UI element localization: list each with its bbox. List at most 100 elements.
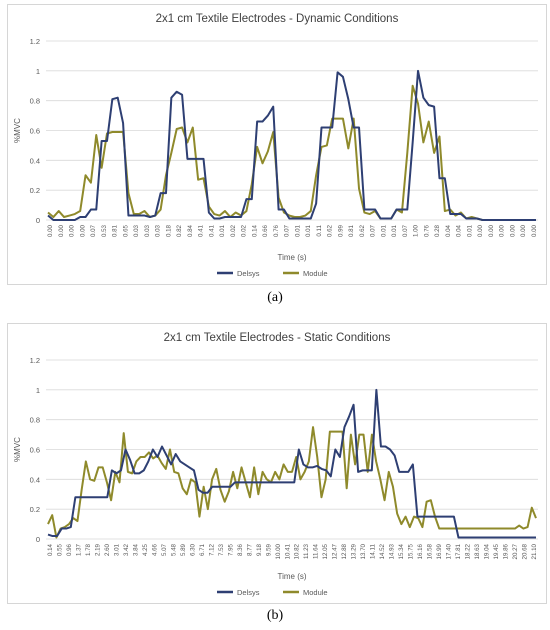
x-tick-label: 8.36 — [237, 543, 244, 556]
x-tick-label: 9.18 — [256, 543, 263, 556]
y-tick-label: 0 — [36, 216, 40, 225]
x-tick-label: 16.58 — [427, 543, 434, 559]
x-tick-label: 0.00 — [520, 224, 527, 237]
chart-dynamic-svg: 2x1 cm Textile Electrodes - Dynamic Cond… — [13, 13, 538, 278]
x-tick-label: 0.07 — [402, 224, 409, 237]
x-tick-label: 0.04 — [456, 224, 463, 237]
x-axis-label: Time (s) — [277, 253, 306, 262]
y-tick-label: 1 — [36, 67, 40, 76]
x-tick-label: 16.16 — [417, 543, 424, 559]
x-tick-label: 10.00 — [275, 543, 282, 559]
legend-label-module: Module — [303, 269, 328, 278]
y-tick-label: 1.2 — [30, 356, 40, 365]
x-tick-label: 0.00 — [499, 224, 506, 237]
y-axis-label: %MVC — [13, 118, 22, 143]
x-tick-label: 10.82 — [294, 543, 301, 559]
x-tick-label: 7.53 — [218, 543, 225, 556]
caption-a: (a) — [267, 290, 283, 305]
x-axis-label: Time (s) — [277, 572, 306, 581]
x-tick-label: 20.68 — [522, 543, 529, 559]
x-tick-label: 0.02 — [230, 224, 237, 237]
legend-label-delsys: Delsys — [237, 269, 260, 278]
x-tick-label: 14.11 — [370, 543, 377, 559]
x-tick-label: 19.45 — [493, 543, 500, 559]
x-tick-label: 0.84 — [187, 224, 194, 237]
y-tick-label: 0.8 — [30, 416, 40, 425]
x-tick-label: 4.66 — [151, 543, 158, 556]
x-tick-label: 0.01 — [305, 224, 312, 237]
x-tick-label: 1.78 — [85, 543, 92, 556]
x-tick-label: 0.81 — [348, 224, 355, 237]
x-tick-label: 0.14 — [251, 224, 258, 237]
series-line-delsys — [47, 69, 536, 221]
y-tick-label: 0.8 — [30, 97, 40, 106]
x-tick-label: 0.01 — [380, 224, 387, 237]
x-tick-label: 2.60 — [104, 543, 111, 556]
x-tick-label: 5.89 — [180, 543, 187, 556]
x-tick-label: 0.28 — [434, 224, 441, 237]
y-tick-label: 0.2 — [30, 186, 40, 195]
x-tick-label: 12.88 — [341, 543, 348, 559]
x-tick-label: 0.99 — [337, 224, 344, 237]
x-tick-label: 0.65 — [122, 224, 129, 237]
y-tick-label: 0.6 — [30, 127, 40, 136]
x-tick-label: 0.07 — [370, 224, 377, 237]
x-tick-label: 19.86 — [503, 543, 510, 559]
series-line-module — [47, 426, 537, 539]
x-tick-label: 0.07 — [90, 224, 97, 237]
x-tick-label: 0.00 — [488, 224, 495, 237]
x-tick-label: 0.66 — [262, 224, 269, 237]
x-tick-label: 0.00 — [47, 224, 54, 237]
x-tick-label: 3.84 — [132, 543, 139, 556]
x-tick-label: 1.00 — [413, 224, 420, 237]
x-tick-label: 6.30 — [189, 543, 196, 556]
caption-b: (b) — [266, 608, 284, 623]
x-tick-label: 0.14 — [47, 543, 54, 556]
x-tick-label: 0.04 — [445, 224, 452, 237]
y-tick-label: 0.4 — [30, 156, 40, 165]
x-tick-label: 12.47 — [332, 543, 339, 559]
x-tick-label: 0.96 — [66, 543, 73, 556]
x-tick-label: 3.42 — [123, 543, 130, 556]
x-tick-label: 18.63 — [474, 543, 481, 559]
x-tick-label: 7.95 — [227, 543, 234, 556]
x-tick-label: 15.75 — [408, 543, 415, 559]
y-tick-label: 0 — [36, 535, 40, 544]
x-tick-label: 16.99 — [436, 543, 443, 559]
x-tick-label: 11.64 — [313, 543, 320, 559]
x-tick-label: 9.59 — [265, 543, 272, 556]
x-tick-label: 8.77 — [246, 543, 253, 556]
x-tick-label: 17.81 — [455, 543, 462, 559]
x-tick-label: 4.25 — [142, 543, 149, 556]
chart-static-conditions: 2x1 cm Textile Electrodes - Static Condi… — [7, 323, 547, 604]
x-tick-label: 18.22 — [465, 543, 472, 559]
x-tick-label: 0.03 — [155, 224, 162, 237]
x-tick-label: 0.41 — [208, 224, 215, 237]
chart-title: 2x1 cm Textile Electrodes - Static Condi… — [164, 332, 391, 344]
x-tick-label: 0.03 — [133, 224, 140, 237]
x-tick-label: 0.82 — [176, 224, 183, 237]
x-tick-label: 0.00 — [79, 224, 86, 237]
x-tick-label: 0.00 — [477, 224, 484, 237]
x-tick-label: 0.01 — [466, 224, 473, 237]
y-axis-label: %MVC — [13, 437, 22, 462]
x-tick-label: 0.00 — [509, 224, 516, 237]
x-tick-label: 0.76 — [423, 224, 430, 237]
x-tick-label: 1.37 — [75, 543, 82, 556]
chart-title: 2x1 cm Textile Electrodes - Dynamic Cond… — [156, 13, 399, 25]
chart-dynamic-conditions: 2x1 cm Textile Electrodes - Dynamic Cond… — [7, 4, 547, 285]
x-tick-label: 0.53 — [101, 224, 108, 237]
x-tick-label: 2.19 — [94, 543, 101, 556]
y-tick-label: 0.2 — [30, 505, 40, 514]
x-tick-label: 19.04 — [484, 543, 491, 559]
x-tick-label: 0.01 — [219, 224, 226, 237]
x-tick-label: 5.07 — [161, 543, 168, 556]
x-tick-label: 17.40 — [446, 543, 453, 559]
y-tick-label: 1.2 — [30, 37, 40, 46]
x-tick-label: 14.93 — [389, 543, 396, 559]
x-tick-label: 5.48 — [170, 543, 177, 556]
x-tick-label: 6.71 — [199, 543, 206, 556]
x-tick-label: 0.01 — [391, 224, 398, 237]
x-tick-label: 0.55 — [56, 543, 63, 556]
